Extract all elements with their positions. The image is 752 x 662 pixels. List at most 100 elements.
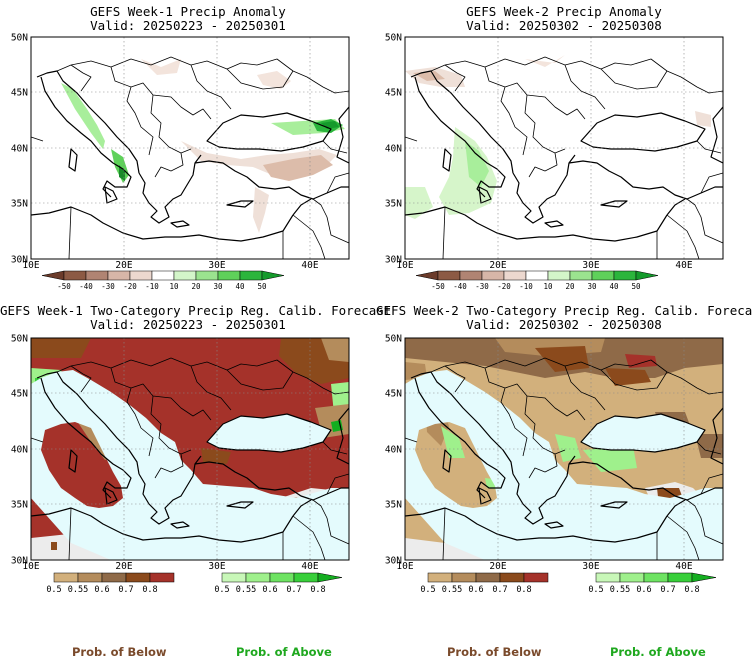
colorbar-swatch bbox=[451, 572, 477, 583]
lat-label: 35N bbox=[11, 500, 28, 511]
lat-label: 50N bbox=[11, 33, 28, 44]
colorbar-swatch bbox=[427, 572, 453, 583]
colorbar-swatch bbox=[53, 572, 79, 583]
colorbar-label: 0.55 bbox=[68, 585, 88, 595]
panel3-map bbox=[30, 337, 350, 561]
lat-label: 35N bbox=[385, 199, 402, 210]
lon-label: 40E bbox=[301, 561, 318, 572]
colorbar-label: -40 bbox=[79, 282, 93, 291]
panel2-valid: Valid: 20250302 - 20250308 bbox=[466, 18, 662, 33]
colorbar-label: 40 bbox=[609, 282, 619, 291]
colorbar-swatch bbox=[643, 572, 669, 583]
colorbar-swatch bbox=[217, 270, 241, 281]
colorbar-swatch bbox=[415, 270, 439, 281]
colorbar-label: 0.55 bbox=[610, 585, 630, 595]
panel2-map bbox=[404, 36, 724, 260]
colorbar-label: 0.8 bbox=[310, 585, 325, 595]
colorbar-label: 20 bbox=[191, 282, 201, 291]
lon-label: 30E bbox=[582, 260, 599, 271]
colorbar-label: -40 bbox=[453, 282, 467, 291]
lon-label: 40E bbox=[675, 561, 692, 572]
lat-label: 35N bbox=[385, 500, 402, 511]
colorbar-swatch bbox=[437, 270, 461, 281]
colorbar-swatch bbox=[613, 270, 637, 281]
lon-label: 10E bbox=[396, 561, 413, 572]
colorbar-label: -10 bbox=[145, 282, 159, 291]
lon-label: 30E bbox=[208, 561, 225, 572]
colorbar-swatch bbox=[173, 270, 197, 281]
colorbar-swatch bbox=[101, 572, 127, 583]
colorbar-swatch bbox=[481, 270, 505, 281]
colorbar-label: 0.8 bbox=[516, 585, 531, 595]
prob-below-text-right: Prob. of Below bbox=[447, 645, 542, 659]
colorbar-label: 0.6 bbox=[262, 585, 277, 595]
colorbar-swatch bbox=[503, 270, 527, 281]
colorbar-label: 0.7 bbox=[492, 585, 507, 595]
lon-label: 30E bbox=[582, 561, 599, 572]
lon-label: 20E bbox=[115, 561, 132, 572]
colorbar-label: 0.6 bbox=[636, 585, 651, 595]
lat-label: 45N bbox=[11, 88, 28, 99]
panel4-title: GEFS Week-2 Two-Category Precip Reg. Cal… bbox=[376, 303, 752, 318]
colorbar-swatch bbox=[499, 572, 525, 583]
colorbar-label: 30 bbox=[587, 282, 597, 291]
lat-label: 30N bbox=[11, 556, 28, 567]
lat-label: 45N bbox=[385, 389, 402, 400]
colorbar-swatch bbox=[195, 270, 219, 281]
colorbar-label: -20 bbox=[123, 282, 137, 291]
prob-below-label-left: Prob. of Below bbox=[72, 645, 167, 659]
colorbar-swatch bbox=[691, 572, 717, 583]
prob-above-label-left: Prob. of Above bbox=[236, 645, 332, 659]
lon-label: 30E bbox=[208, 260, 225, 271]
panel4-valid: Valid: 20250302 - 20250308 bbox=[466, 317, 662, 332]
colorbar-swatch bbox=[261, 270, 285, 281]
colorbar-label: 30 bbox=[213, 282, 223, 291]
lon-label: 20E bbox=[115, 260, 132, 271]
colorbar-label: 0.5 bbox=[588, 585, 603, 595]
colorbar-label: 20 bbox=[565, 282, 575, 291]
colorbar-label: -30 bbox=[101, 282, 115, 291]
lat-label: 50N bbox=[385, 33, 402, 44]
colorbar-label: 0.55 bbox=[442, 585, 462, 595]
lat-label: 45N bbox=[11, 389, 28, 400]
colorbar-swatch bbox=[41, 270, 65, 281]
colorbar-swatch bbox=[269, 572, 295, 583]
lat-label: 40N bbox=[11, 445, 28, 456]
colorbar-swatch bbox=[475, 572, 501, 583]
colorbar-label: 50 bbox=[257, 282, 267, 291]
colorbar-swatch bbox=[569, 270, 593, 281]
panel3-title: GEFS Week-1 Two-Category Precip Reg. Cal… bbox=[0, 303, 392, 318]
colorbar-swatch bbox=[239, 270, 263, 281]
lat-label: 35N bbox=[11, 199, 28, 210]
colorbar-label: 0.5 bbox=[46, 585, 61, 595]
lat-label: 40N bbox=[385, 144, 402, 155]
lon-label: 40E bbox=[301, 260, 318, 271]
lon-label: 40E bbox=[675, 260, 692, 271]
colorbar-label: 0.7 bbox=[286, 585, 301, 595]
colorbar-label: -10 bbox=[519, 282, 533, 291]
colorbar-label: -20 bbox=[497, 282, 511, 291]
panel1-map bbox=[30, 36, 350, 260]
colorbar-swatch bbox=[77, 572, 103, 583]
colorbar-swatch bbox=[591, 270, 615, 281]
lon-label: 10E bbox=[22, 260, 39, 271]
colorbar-swatch bbox=[129, 270, 153, 281]
colorbar-label: 0.55 bbox=[236, 585, 256, 595]
colorbar-label: 0.7 bbox=[660, 585, 675, 595]
colorbar-swatch bbox=[151, 270, 175, 281]
lat-label: 30N bbox=[11, 255, 28, 266]
panel1-valid: Valid: 20250223 - 20250301 bbox=[90, 18, 286, 33]
colorbar-swatch bbox=[245, 572, 271, 583]
lat-label: 50N bbox=[11, 334, 28, 345]
colorbar-swatch bbox=[317, 572, 343, 583]
panel2-title: GEFS Week-2 Precip Anomaly bbox=[466, 4, 662, 19]
colorbar-label: 10 bbox=[169, 282, 179, 291]
lon-label: 10E bbox=[396, 260, 413, 271]
lat-label: 40N bbox=[385, 445, 402, 456]
colorbars: -50 -40 -30 -20 -10 10 20 30 40 50 -50 -40 -30 -20 -10… bbox=[41, 270, 717, 595]
colorbar-label: 0.8 bbox=[684, 585, 699, 595]
colorbar-swatch bbox=[635, 270, 659, 281]
colorbar-label: -50 bbox=[57, 282, 71, 291]
colorbar-label: 0.7 bbox=[118, 585, 133, 595]
